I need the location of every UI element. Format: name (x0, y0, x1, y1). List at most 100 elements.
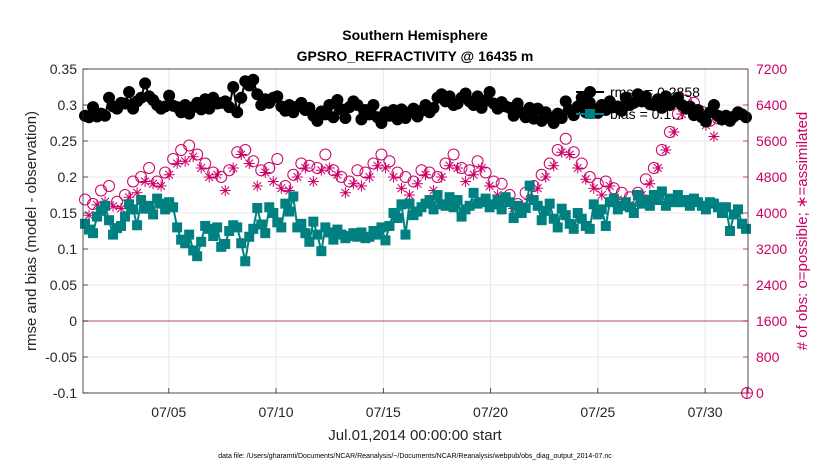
bias-point (572, 208, 583, 218)
bias-point (132, 220, 143, 231)
rmse-point (247, 73, 260, 86)
bias-point (388, 208, 399, 218)
bias-point (248, 223, 259, 234)
y-tick-label-left: 0.25 (50, 133, 77, 149)
bias-point (212, 222, 223, 233)
bias-point (728, 209, 739, 220)
obs-possible-point (543, 157, 556, 170)
bias-point (684, 200, 695, 211)
obs-assimilated-point (588, 182, 600, 194)
bias-point (324, 227, 335, 238)
bias-point (152, 193, 163, 204)
obs-assimilated-point (115, 203, 127, 214)
bias-point (440, 200, 451, 211)
bias-point (712, 202, 723, 213)
obs-assimilated-point (379, 162, 391, 174)
bias-point (584, 223, 595, 234)
rmse-point (699, 115, 712, 128)
y-tick-label-left: 0.1 (58, 241, 78, 257)
obs-assimilated-point (403, 189, 415, 201)
rmse-point (311, 114, 324, 127)
obs-assimilated-point (123, 191, 135, 203)
bias-point (188, 245, 199, 256)
obs-possible-point (167, 153, 180, 165)
bias-point (576, 213, 587, 224)
bias-point (108, 229, 119, 240)
bias-point (656, 186, 667, 197)
rmse-point (331, 93, 344, 106)
obs-possible-point (327, 164, 340, 177)
bias-point (372, 229, 383, 240)
y-tick-label-right: 5600 (756, 133, 787, 149)
bias-point (640, 195, 651, 206)
obs-assimilated-point (307, 176, 319, 187)
obs-assimilated-point (291, 171, 303, 183)
bias-point (632, 190, 643, 200)
obs-possible-point (319, 148, 332, 161)
obs-possible-point (143, 162, 156, 174)
bias-point (500, 192, 511, 203)
rmse-point (139, 77, 152, 90)
chart-title: Southern Hemisphere (342, 27, 488, 43)
bias-point (220, 238, 231, 249)
rmse-series-layer (79, 73, 752, 129)
obs-possible-point (103, 180, 116, 192)
obs-possible-point (151, 175, 164, 188)
bias-point (236, 238, 247, 249)
obs-possible-point (311, 162, 324, 174)
obs-assimilated-point (387, 171, 399, 183)
bias-point (536, 215, 547, 226)
y-tick-label-right: 800 (756, 349, 780, 365)
bias-point (92, 211, 103, 222)
bias-point (608, 193, 619, 204)
y-tick-label-right: 4800 (756, 169, 787, 185)
y-tick-label-right: 2400 (756, 277, 787, 293)
bias-point (156, 198, 167, 209)
bias-point (620, 197, 631, 208)
bias-point (512, 200, 523, 211)
obs-assimilated-point (652, 162, 664, 174)
x-tick-label: 07/10 (259, 404, 294, 420)
bias-point (96, 205, 107, 216)
bias-point (252, 202, 263, 213)
bias-point (716, 208, 727, 218)
obs-assimilated-point (347, 178, 359, 190)
obs-assimilated-point (660, 144, 672, 156)
obs-possible-point (271, 153, 284, 165)
obs-assimilated-point (139, 176, 151, 187)
obs-possible-point (191, 148, 204, 161)
bias-point (720, 202, 731, 213)
obs-assimilated-point (219, 185, 231, 196)
obs-assimilated-point (259, 167, 271, 178)
rmse-point (427, 101, 440, 114)
bias-point (524, 180, 535, 191)
y-tick-label-right: 4000 (756, 205, 787, 221)
obs-possible-point (575, 157, 588, 170)
obs-assimilated-point (155, 180, 167, 192)
obs-possible-point (583, 171, 596, 183)
rmse-point (231, 106, 244, 119)
bias-point (516, 208, 527, 218)
legend-bias-label: bias = 0.1… (610, 106, 685, 122)
obs-possible-point (279, 180, 292, 192)
bias-point (160, 204, 171, 215)
bias-point (400, 229, 411, 240)
bias-point (456, 211, 467, 222)
bias-point (148, 209, 159, 220)
obs-possible-point (239, 144, 252, 156)
bias-point (312, 229, 323, 240)
obs-assimilated-point (668, 126, 680, 138)
y-tick-label-right: 7200 (756, 61, 787, 77)
obs-possible-point (343, 175, 356, 188)
obs-assimilated-point (460, 176, 472, 187)
obs-assimilated-point (532, 182, 544, 194)
obs-possible-point (471, 155, 484, 168)
y-tick-label-left: 0 (69, 313, 77, 329)
bias-point (404, 198, 415, 209)
rmse-point (163, 89, 176, 102)
obs-assimilated-point (444, 160, 456, 172)
bias-point (492, 195, 503, 206)
obs-assimilated-point (355, 180, 367, 192)
bias-point (520, 202, 531, 213)
